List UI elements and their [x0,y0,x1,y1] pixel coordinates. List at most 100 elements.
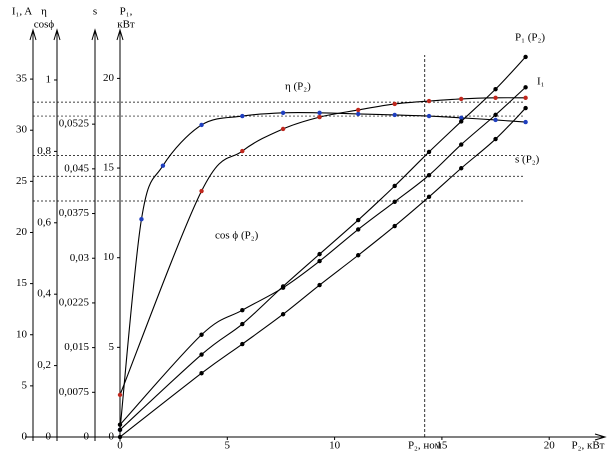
y-tick-label: 0,045 [64,162,89,174]
x-tick-label: 0 [117,440,123,452]
data-point [199,188,204,194]
y-tick-label: 0,6 [37,216,51,228]
y-tick-label: 15 [103,162,115,174]
y-axis-label: η [41,6,47,18]
data-point [392,199,397,204]
data-point [459,119,464,124]
data-point [280,285,286,290]
data-point [160,163,166,168]
data-point [240,341,245,347]
axis-arrow [116,28,124,41]
y-axis-label: cosϕ [34,19,55,31]
data-point [459,96,464,102]
data-point [240,307,245,313]
y-tick-label: 0,0225 [59,296,90,308]
axis-arrow [594,433,607,441]
y-tick-label: 20 [16,226,28,238]
nominal-label: P₂, ном [408,440,442,452]
y-tick-label: 10 [16,328,28,340]
data-point [317,282,322,288]
data-point [459,142,464,147]
y-tick-label: 0,4 [37,288,51,300]
y-tick-label: 0,8 [37,145,51,157]
axis-arrow [91,28,99,41]
data-point [493,95,498,101]
y-tick-label: 0,0375 [59,207,90,219]
data-point [392,223,397,229]
y-tick-label: 0,0525 [59,118,90,130]
y-tick-label: 30 [16,124,28,136]
data-point [356,111,361,117]
data-point [426,113,432,119]
data-point [392,112,397,118]
data-point [199,352,204,357]
data-point [199,122,204,128]
y-tick-label: 10 [103,251,115,263]
data-point [356,107,361,113]
y-tick-label: 35 [16,73,28,85]
data-point [199,371,204,376]
series-label: cos ϕ (P₂) [215,230,259,242]
data-point [426,149,432,155]
data-point [356,253,361,258]
series-line [119,111,526,430]
y-axis-label: кВт [117,19,135,31]
y-axis-label: P₁, [120,6,133,18]
data-point [392,183,397,189]
data-point [317,114,322,120]
data-point [523,54,528,60]
y-tick-label: 5 [22,379,28,391]
data-point [493,112,498,118]
y-tick-label: 25 [16,175,28,187]
axis-arrow [53,28,61,41]
data-point [317,258,322,264]
data-point [280,110,286,116]
data-point [493,86,498,92]
series-label: P₁ (P₂) [515,32,545,44]
y-tick-label: 1 [46,74,52,86]
data-point [240,113,245,119]
y-tick-label: 20 [103,72,115,84]
data-point [356,227,361,232]
x-tick-label: 5 [225,440,231,452]
series-line [119,107,526,438]
y-tick-label: 0,03 [70,252,90,264]
data-point [356,217,361,223]
x-tick-label: 10 [329,440,341,452]
data-point [117,434,123,440]
y-tick-label: 0,2 [37,359,51,371]
y-tick-label: 0,015 [64,341,89,353]
series-label: s (P₂) [515,154,540,166]
x-tick-label: 15 [436,440,448,452]
series-label: I₁ [537,76,545,88]
data-point [199,332,204,337]
data-point [392,101,397,107]
data-point [523,85,528,90]
axis-arrow [29,28,37,41]
data-point [117,392,123,398]
data-point [117,422,123,427]
data-point [240,148,245,154]
data-point [493,117,498,123]
y-tick-label: 0 [22,431,28,443]
y-tick-label: 15 [16,277,28,289]
data-point [459,166,464,171]
data-point [523,119,528,125]
y-axis-label: s [93,6,97,18]
data-point [523,95,528,101]
data-point [280,126,286,132]
data-point [280,312,286,317]
y-tick-label: 0,0075 [59,386,90,398]
x-axis-label: P₂, кВт [572,440,605,452]
series-line [119,56,526,431]
data-point [426,194,432,200]
data-point [426,98,432,104]
data-point [317,251,322,257]
y-axis-label: I₁, A [12,6,32,18]
data-point [240,321,245,327]
data-point [139,217,144,222]
data-point [317,110,322,116]
data-point [523,105,528,111]
y-tick-label: 5 [109,341,115,353]
